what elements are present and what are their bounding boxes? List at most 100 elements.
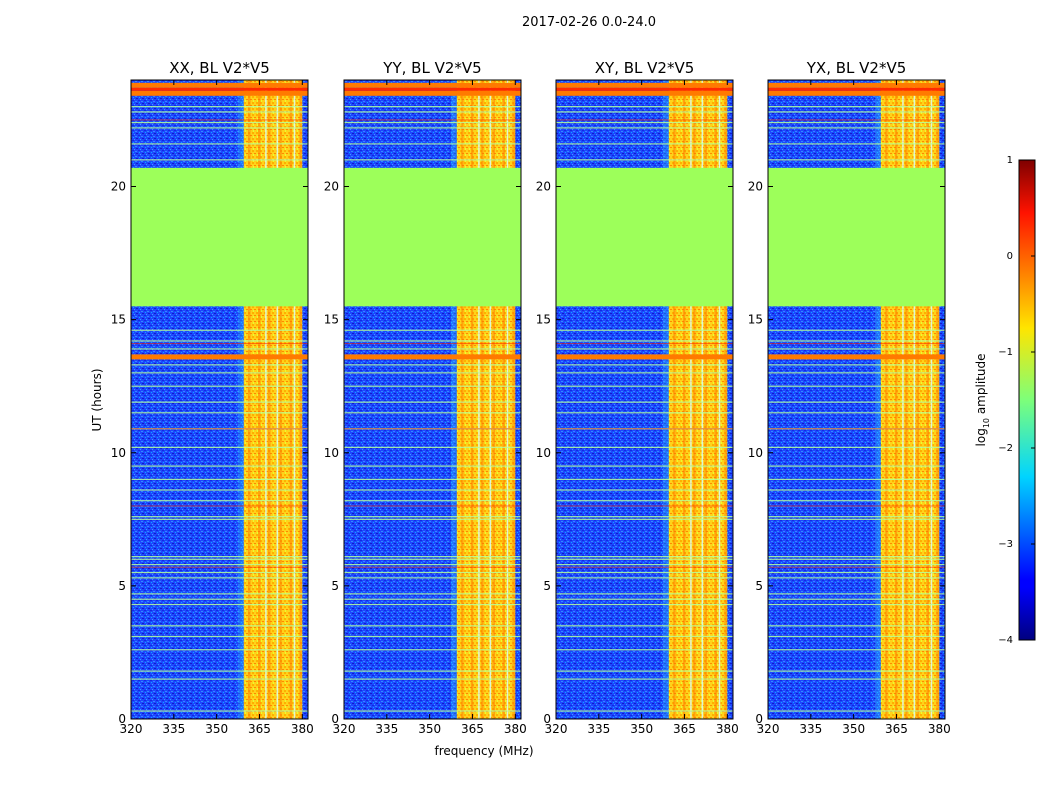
time-streak [556, 489, 733, 491]
time-streak [768, 385, 945, 387]
y-tick-label: 15 [748, 313, 763, 327]
time-streak-red [556, 119, 733, 121]
panel-1: XX, BL V2*V5 320 335 350 365 380 0 5 10 15 20 [111, 59, 314, 736]
band-gap-stripe [690, 80, 692, 719]
time-streak [131, 159, 308, 161]
time-streak [768, 159, 945, 161]
rfi-channel-stripe [512, 80, 515, 719]
time-streak [344, 516, 521, 518]
rfi-channel-stripe [502, 80, 505, 719]
axes-frame [130, 79, 309, 720]
panel-3: XY, BL V2*V5 320 335 350 365 380 0 5 10 15 20 [536, 59, 739, 736]
time-streak [768, 111, 945, 113]
x-tick-label: 365 [248, 722, 271, 736]
time-streak [556, 372, 733, 374]
time-streak [344, 412, 521, 414]
time-streak [344, 348, 521, 350]
strong-rfi-row [768, 87, 945, 91]
y-tick-label: 20 [748, 180, 763, 194]
time-streak [556, 122, 733, 124]
x-tick-label: 365 [461, 722, 484, 736]
time-streak [344, 593, 521, 595]
rfi-channel-stripe [279, 80, 282, 719]
time-streak [556, 500, 733, 502]
time-streak [768, 489, 945, 491]
time-streak [131, 710, 308, 712]
time-streak [768, 649, 945, 651]
colorbar-gradient [1018, 159, 1036, 641]
rfi-channel-stripe [885, 80, 888, 719]
time-streak [131, 106, 308, 108]
time-streak [768, 401, 945, 403]
time-streak [556, 364, 733, 366]
strong-rfi-row [556, 82, 733, 88]
time-streak [131, 465, 308, 467]
time-streak [131, 500, 308, 502]
time-streak [344, 489, 521, 491]
rfi-channel-stripe [492, 80, 495, 719]
time-streak [556, 598, 733, 600]
rfi-channel-stripe [916, 80, 919, 719]
y-tick-label: 15 [324, 313, 339, 327]
y-tick-label: 0 [755, 712, 763, 726]
time-streak [556, 159, 733, 161]
time-streak [344, 111, 521, 113]
time-streak [131, 401, 308, 403]
time-streak [344, 670, 521, 672]
time-streak [556, 710, 733, 712]
axes-frame [555, 79, 734, 720]
time-streak [131, 516, 308, 518]
time-streak [556, 127, 733, 129]
x-tick-label: 350 [630, 722, 653, 736]
time-streak [344, 122, 521, 124]
colorbar-tick-label: −3 [998, 539, 1013, 550]
time-streak-red [344, 428, 521, 430]
time-streak-red [768, 428, 945, 430]
band-gap-stripe [506, 80, 509, 719]
time-streak [131, 478, 308, 480]
time-streak [556, 518, 733, 520]
strong-rfi-row [556, 90, 733, 96]
time-streak [556, 603, 733, 606]
time-streak [344, 563, 521, 566]
time-streak [768, 598, 945, 600]
time-streak-red [131, 428, 308, 430]
time-streak [131, 670, 308, 672]
band-gap-stripe [902, 80, 904, 719]
x-tick-label: 320 [333, 722, 356, 736]
x-tick-label: 380 [291, 722, 314, 736]
strong-rfi-row [768, 90, 945, 96]
time-streak [344, 465, 521, 467]
rfi-channel-stripe [673, 80, 676, 719]
time-streak [768, 500, 945, 502]
time-streak [131, 518, 308, 520]
time-streak-red [556, 428, 733, 430]
time-streak [131, 635, 308, 638]
y-tick-label: 10 [748, 446, 763, 460]
x-tick-label: 365 [885, 722, 908, 736]
time-streak [344, 329, 521, 331]
rfi-channel-stripe [693, 80, 696, 719]
strong-rfi-row [768, 354, 945, 360]
strong-rfi-row [344, 82, 521, 88]
time-streak [556, 446, 733, 449]
y-tick-label: 5 [543, 579, 551, 593]
x-tick-label: 335 [799, 722, 822, 736]
strong-rfi-row [131, 87, 308, 91]
band-edge [238, 80, 244, 719]
x-tick-label: 335 [375, 722, 398, 736]
time-streak [768, 465, 945, 467]
time-streak [131, 489, 308, 491]
time-streak-red [344, 119, 521, 121]
time-streak [344, 127, 521, 129]
time-streak-red [556, 343, 733, 345]
x-tick-label: 320 [120, 722, 143, 736]
time-streak [768, 412, 945, 414]
time-streak [344, 518, 521, 520]
strong-rfi-row [768, 82, 945, 88]
colorbar-tick-label: −4 [998, 635, 1013, 646]
colorbar-tick-label: 1 [1007, 155, 1013, 166]
time-streak [344, 372, 521, 374]
time-streak [344, 558, 521, 560]
